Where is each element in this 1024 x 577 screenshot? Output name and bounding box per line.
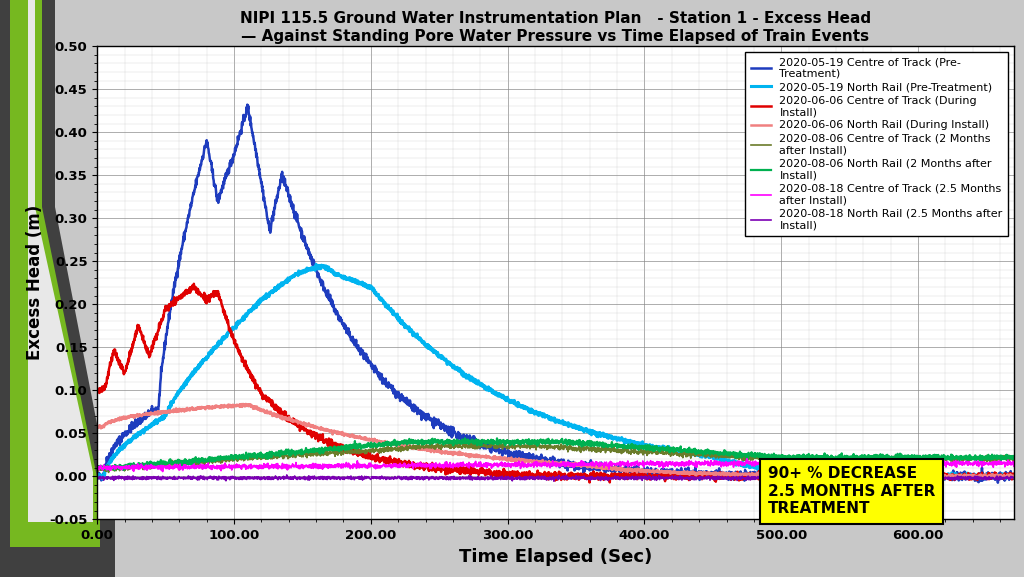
2020-08-06 Centre of Track (2 Months
after Install)	[442, 443, 455, 449]
X-axis label: Time Elapsed (Sec): Time Elapsed (Sec)	[459, 548, 652, 565]
2020-06-06 Centre of Track (During
Install)	[990, 473, 1002, 480]
2020-08-06 Centre of Track (2 Months
after Install)	[990, 456, 1002, 463]
2020-08-18 Centre of Track (2.5 Months
after Install)	[250, 462, 262, 469]
2020-05-19 North Rail (Pre-Treatment)	[892, 473, 904, 479]
2020-06-06 Centre of Track (During
Install)	[91, 389, 103, 396]
Polygon shape	[10, 0, 100, 547]
2020-08-18 North Rail (2.5 Months after
Install)	[196, 473, 208, 479]
2020-08-06 North Rail (2 Months after
Install)	[990, 455, 1002, 462]
Line: 2020-06-06 Centre of Track (During
Install): 2020-06-06 Centre of Track (During Insta…	[97, 284, 1014, 483]
2020-05-19 North Rail (Pre-Treatment)	[250, 304, 262, 311]
Line: 2020-05-19 Centre of Track (Pre-
Treatment): 2020-05-19 Centre of Track (Pre- Treatme…	[97, 104, 1014, 483]
2020-06-06 Centre of Track (During
Install)	[764, 479, 776, 486]
2020-06-06 Centre of Track (During
Install)	[892, 470, 904, 477]
2020-06-06 North Rail (During Install)	[250, 403, 262, 410]
2020-05-19 Centre of Track (Pre-
Treatment)	[250, 150, 262, 157]
2020-05-19 Centre of Track (Pre-
Treatment)	[891, 472, 903, 479]
2020-08-18 Centre of Track (2.5 Months
after Install)	[442, 463, 455, 470]
2020-08-06 Centre of Track (2 Months
after Install)	[892, 455, 904, 462]
2020-05-19 North Rail (Pre-Treatment)	[1008, 474, 1020, 481]
2020-05-19 North Rail (Pre-Treatment)	[91, 475, 103, 482]
2020-06-06 Centre of Track (During
Install)	[442, 464, 455, 471]
2020-08-18 Centre of Track (2.5 Months
after Install)	[482, 460, 495, 467]
Line: 2020-08-06 North Rail (2 Months after
Install): 2020-08-06 North Rail (2 Months after In…	[97, 439, 1014, 470]
2020-08-06 Centre of Track (2 Months
after Install)	[196, 458, 208, 464]
2020-08-06 North Rail (2 Months after
Install)	[892, 451, 904, 458]
2020-08-06 Centre of Track (2 Months
after Install)	[91, 464, 103, 471]
2020-05-19 North Rail (Pre-Treatment)	[96, 476, 109, 483]
2020-05-19 North Rail (Pre-Treatment)	[483, 385, 496, 392]
2020-08-06 North Rail (2 Months after
Install)	[250, 453, 262, 460]
2020-06-06 Centre of Track (During
Install)	[187, 280, 200, 287]
2020-06-06 North Rail (During Install)	[91, 422, 103, 429]
2020-08-18 North Rail (2.5 Months after
Install)	[281, 471, 293, 478]
2020-08-06 North Rail (2 Months after
Install)	[109, 467, 121, 474]
2020-08-18 Centre of Track (2.5 Months
after Install)	[892, 459, 904, 466]
2020-08-18 North Rail (2.5 Months after
Install)	[990, 474, 1002, 481]
2020-06-06 North Rail (During Install)	[993, 475, 1006, 482]
2020-06-06 North Rail (During Install)	[442, 450, 455, 457]
2020-08-18 North Rail (2.5 Months after
Install)	[442, 475, 455, 482]
2020-06-06 Centre of Track (During
Install)	[196, 293, 208, 299]
2020-08-18 North Rail (2.5 Months after
Install)	[548, 478, 560, 485]
Title: NIPI 115.5 Ground Water Instrumentation Plan   - Station 1 - Excess Head
— Again: NIPI 115.5 Ground Water Instrumentation …	[240, 11, 871, 44]
2020-06-06 Centre of Track (During
Install)	[1008, 471, 1020, 478]
2020-05-19 North Rail (Pre-Treatment)	[990, 473, 1002, 479]
2020-05-19 Centre of Track (Pre-
Treatment)	[242, 101, 254, 108]
2020-05-19 North Rail (Pre-Treatment)	[443, 360, 456, 367]
2020-08-18 Centre of Track (2.5 Months
after Install)	[740, 455, 753, 462]
2020-08-06 Centre of Track (2 Months
after Install)	[466, 439, 478, 445]
2020-08-18 North Rail (2.5 Months after
Install)	[250, 475, 262, 482]
2020-06-06 North Rail (During Install)	[196, 403, 208, 410]
2020-08-18 North Rail (2.5 Months after
Install)	[892, 474, 904, 481]
Legend: 2020-05-19 Centre of Track (Pre-
Treatment), 2020-05-19 North Rail (Pre-Treatmen: 2020-05-19 Centre of Track (Pre- Treatme…	[744, 52, 1009, 236]
2020-08-06 Centre of Track (2 Months
after Install)	[102, 469, 115, 476]
Line: 2020-08-18 Centre of Track (2.5 Months
after Install): 2020-08-18 Centre of Track (2.5 Months a…	[97, 459, 1014, 471]
2020-05-19 North Rail (Pre-Treatment)	[196, 358, 208, 365]
2020-08-06 North Rail (2 Months after
Install)	[483, 437, 496, 444]
2020-06-06 North Rail (During Install)	[237, 400, 249, 407]
2020-08-18 Centre of Track (2.5 Months
after Install)	[91, 464, 103, 471]
2020-06-06 North Rail (During Install)	[990, 472, 1002, 479]
2020-05-19 Centre of Track (Pre-
Treatment)	[990, 474, 1002, 481]
Polygon shape	[0, 0, 115, 577]
2020-08-18 North Rail (2.5 Months after
Install)	[482, 474, 495, 481]
2020-08-18 Centre of Track (2.5 Months
after Install)	[157, 468, 169, 475]
2020-08-18 North Rail (2.5 Months after
Install)	[1008, 474, 1020, 481]
2020-08-18 Centre of Track (2.5 Months
after Install)	[1008, 463, 1020, 470]
2020-08-06 Centre of Track (2 Months
after Install)	[483, 443, 496, 449]
Line: 2020-08-18 North Rail (2.5 Months after
Install): 2020-08-18 North Rail (2.5 Months after …	[97, 475, 1014, 481]
2020-08-06 North Rail (2 Months after
Install)	[91, 464, 103, 471]
2020-06-06 North Rail (During Install)	[482, 454, 495, 461]
2020-05-19 North Rail (Pre-Treatment)	[310, 261, 323, 268]
2020-05-19 Centre of Track (Pre-
Treatment)	[482, 444, 495, 451]
Line: 2020-06-06 North Rail (During Install): 2020-06-06 North Rail (During Install)	[97, 404, 1014, 478]
2020-05-19 Centre of Track (Pre-
Treatment)	[1008, 473, 1020, 480]
2020-06-06 Centre of Track (During
Install)	[482, 467, 495, 474]
Polygon shape	[28, 0, 93, 522]
2020-05-19 Centre of Track (Pre-
Treatment)	[991, 479, 1004, 486]
Y-axis label: Excess Head (m): Excess Head (m)	[26, 205, 44, 361]
2020-08-06 North Rail (2 Months after
Install)	[196, 455, 208, 462]
2020-06-06 North Rail (During Install)	[1008, 474, 1020, 481]
2020-08-18 Centre of Track (2.5 Months
after Install)	[990, 460, 1002, 467]
2020-08-06 North Rail (2 Months after
Install)	[1008, 452, 1020, 459]
Line: 2020-08-06 Centre of Track (2 Months
after Install): 2020-08-06 Centre of Track (2 Months aft…	[97, 442, 1014, 473]
Line: 2020-05-19 North Rail (Pre-Treatment): 2020-05-19 North Rail (Pre-Treatment)	[97, 264, 1014, 479]
2020-08-18 Centre of Track (2.5 Months
after Install)	[196, 462, 208, 469]
2020-06-06 North Rail (During Install)	[891, 473, 903, 479]
2020-08-06 Centre of Track (2 Months
after Install)	[1008, 456, 1020, 463]
2020-08-18 North Rail (2.5 Months after
Install)	[91, 473, 103, 479]
2020-05-19 Centre of Track (Pre-
Treatment)	[196, 156, 208, 163]
2020-08-06 North Rail (2 Months after
Install)	[459, 435, 471, 442]
2020-05-19 Centre of Track (Pre-
Treatment)	[91, 472, 103, 479]
2020-08-06 North Rail (2 Months after
Install)	[442, 437, 455, 444]
Text: 90+ % DECREASE
2.5 MONTHS AFTER
TREATMENT: 90+ % DECREASE 2.5 MONTHS AFTER TREATMEN…	[768, 466, 935, 516]
2020-08-06 Centre of Track (2 Months
after Install)	[250, 455, 262, 462]
2020-05-19 Centre of Track (Pre-
Treatment)	[442, 432, 455, 439]
2020-06-06 Centre of Track (During
Install)	[250, 382, 262, 389]
